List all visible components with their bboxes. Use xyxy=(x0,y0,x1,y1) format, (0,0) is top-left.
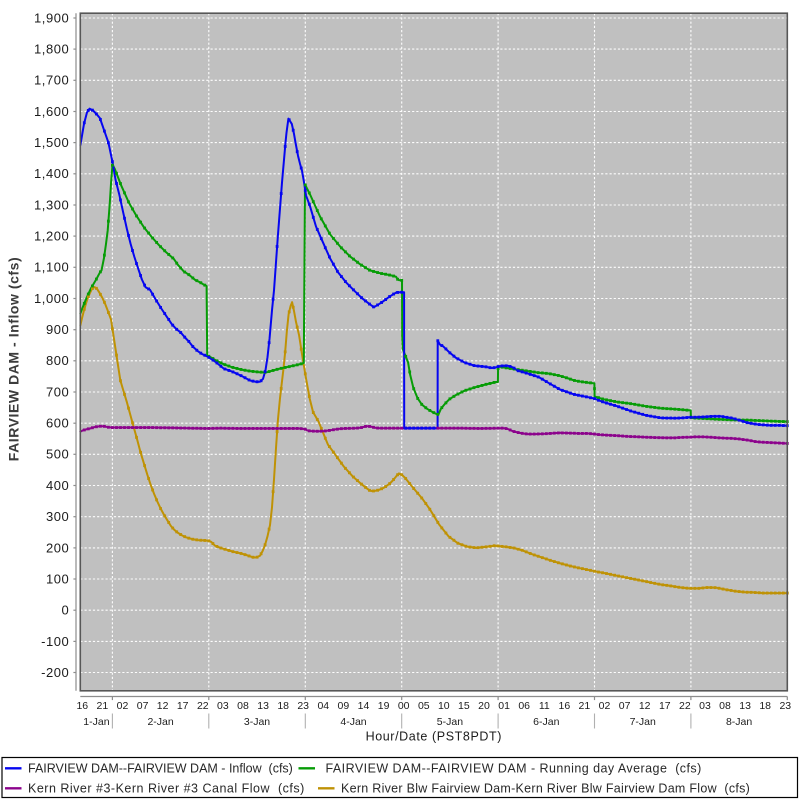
svg-text:6-Jan: 6-Jan xyxy=(533,716,559,728)
svg-text:16: 16 xyxy=(76,700,88,712)
svg-text:3-Jan: 3-Jan xyxy=(244,716,270,728)
svg-text:1,800: 1,800 xyxy=(34,42,69,57)
svg-text:1,300: 1,300 xyxy=(34,197,69,212)
svg-text:100: 100 xyxy=(46,571,69,586)
svg-text:1,600: 1,600 xyxy=(34,104,69,119)
svg-text:07: 07 xyxy=(619,700,631,712)
svg-text:08: 08 xyxy=(719,700,731,712)
svg-text:21: 21 xyxy=(579,700,591,712)
svg-text:17: 17 xyxy=(177,700,189,712)
svg-text:00: 00 xyxy=(398,700,410,712)
svg-text:22: 22 xyxy=(679,700,691,712)
svg-text:7-Jan: 7-Jan xyxy=(630,716,656,728)
svg-text:2-Jan: 2-Jan xyxy=(147,716,173,728)
svg-text:Kern River #3-Kern River #3 Ca: Kern River #3-Kern River #3 Canal Flow (… xyxy=(28,781,305,795)
svg-text:05: 05 xyxy=(418,700,430,712)
svg-text:Kern River Blw Fairview Dam-Ke: Kern River Blw Fairview Dam-Kern River B… xyxy=(341,781,750,795)
svg-text:12: 12 xyxy=(157,700,169,712)
svg-text:800: 800 xyxy=(46,353,69,368)
svg-text:14: 14 xyxy=(358,700,370,712)
svg-text:200: 200 xyxy=(46,540,69,555)
svg-text:01: 01 xyxy=(498,700,510,712)
svg-text:10: 10 xyxy=(438,700,450,712)
svg-text:18: 18 xyxy=(759,700,771,712)
svg-text:1,700: 1,700 xyxy=(34,73,69,88)
svg-text:8-Jan: 8-Jan xyxy=(726,716,752,728)
svg-text:04: 04 xyxy=(317,700,329,712)
svg-text:1,400: 1,400 xyxy=(34,166,69,181)
svg-text:700: 700 xyxy=(46,384,69,399)
svg-text:16: 16 xyxy=(559,700,571,712)
svg-text:1,900: 1,900 xyxy=(34,10,69,25)
svg-text:13: 13 xyxy=(739,700,751,712)
svg-text:11: 11 xyxy=(539,700,550,712)
svg-text:600: 600 xyxy=(46,416,69,431)
svg-text:1,000: 1,000 xyxy=(34,291,69,306)
svg-text:07: 07 xyxy=(137,700,149,712)
svg-text:Hour/Date (PST8PDT): Hour/Date (PST8PDT) xyxy=(366,730,502,744)
svg-text:20: 20 xyxy=(478,700,490,712)
svg-text:900: 900 xyxy=(46,322,69,337)
svg-text:-200: -200 xyxy=(41,665,69,680)
svg-text:23: 23 xyxy=(297,700,309,712)
svg-text:13: 13 xyxy=(257,700,269,712)
svg-text:4-Jan: 4-Jan xyxy=(340,716,366,728)
svg-text:500: 500 xyxy=(46,447,69,462)
svg-text:12: 12 xyxy=(639,700,651,712)
svg-text:22: 22 xyxy=(197,700,209,712)
svg-text:FAIRVIEW DAM - Inflow (cfs): FAIRVIEW DAM - Inflow (cfs) xyxy=(6,257,22,461)
svg-text:08: 08 xyxy=(237,700,249,712)
svg-text:21: 21 xyxy=(97,700,109,712)
svg-text:-100: -100 xyxy=(41,634,69,649)
svg-text:06: 06 xyxy=(518,700,530,712)
svg-text:03: 03 xyxy=(699,700,711,712)
svg-text:5-Jan: 5-Jan xyxy=(437,716,463,728)
svg-text:15: 15 xyxy=(458,700,470,712)
svg-text:FAIRVIEW DAM--FAIRVIEW DAM - I: FAIRVIEW DAM--FAIRVIEW DAM - Inflow (cfs… xyxy=(28,761,293,775)
svg-text:02: 02 xyxy=(117,700,129,712)
svg-text:09: 09 xyxy=(338,700,350,712)
svg-text:1,100: 1,100 xyxy=(34,260,69,275)
svg-text:400: 400 xyxy=(46,478,69,493)
svg-text:1,500: 1,500 xyxy=(34,135,69,150)
svg-text:1,200: 1,200 xyxy=(34,229,69,244)
svg-text:23: 23 xyxy=(779,700,791,712)
svg-text:19: 19 xyxy=(378,700,390,712)
svg-text:FAIRVIEW DAM--FAIRVIEW DAM - R: FAIRVIEW DAM--FAIRVIEW DAM - Running day… xyxy=(326,761,702,775)
svg-text:1-Jan: 1-Jan xyxy=(83,716,109,728)
svg-text:17: 17 xyxy=(659,700,671,712)
svg-text:300: 300 xyxy=(46,509,69,524)
svg-text:0: 0 xyxy=(62,603,70,618)
svg-text:03: 03 xyxy=(217,700,229,712)
svg-text:02: 02 xyxy=(599,700,611,712)
svg-text:18: 18 xyxy=(277,700,289,712)
